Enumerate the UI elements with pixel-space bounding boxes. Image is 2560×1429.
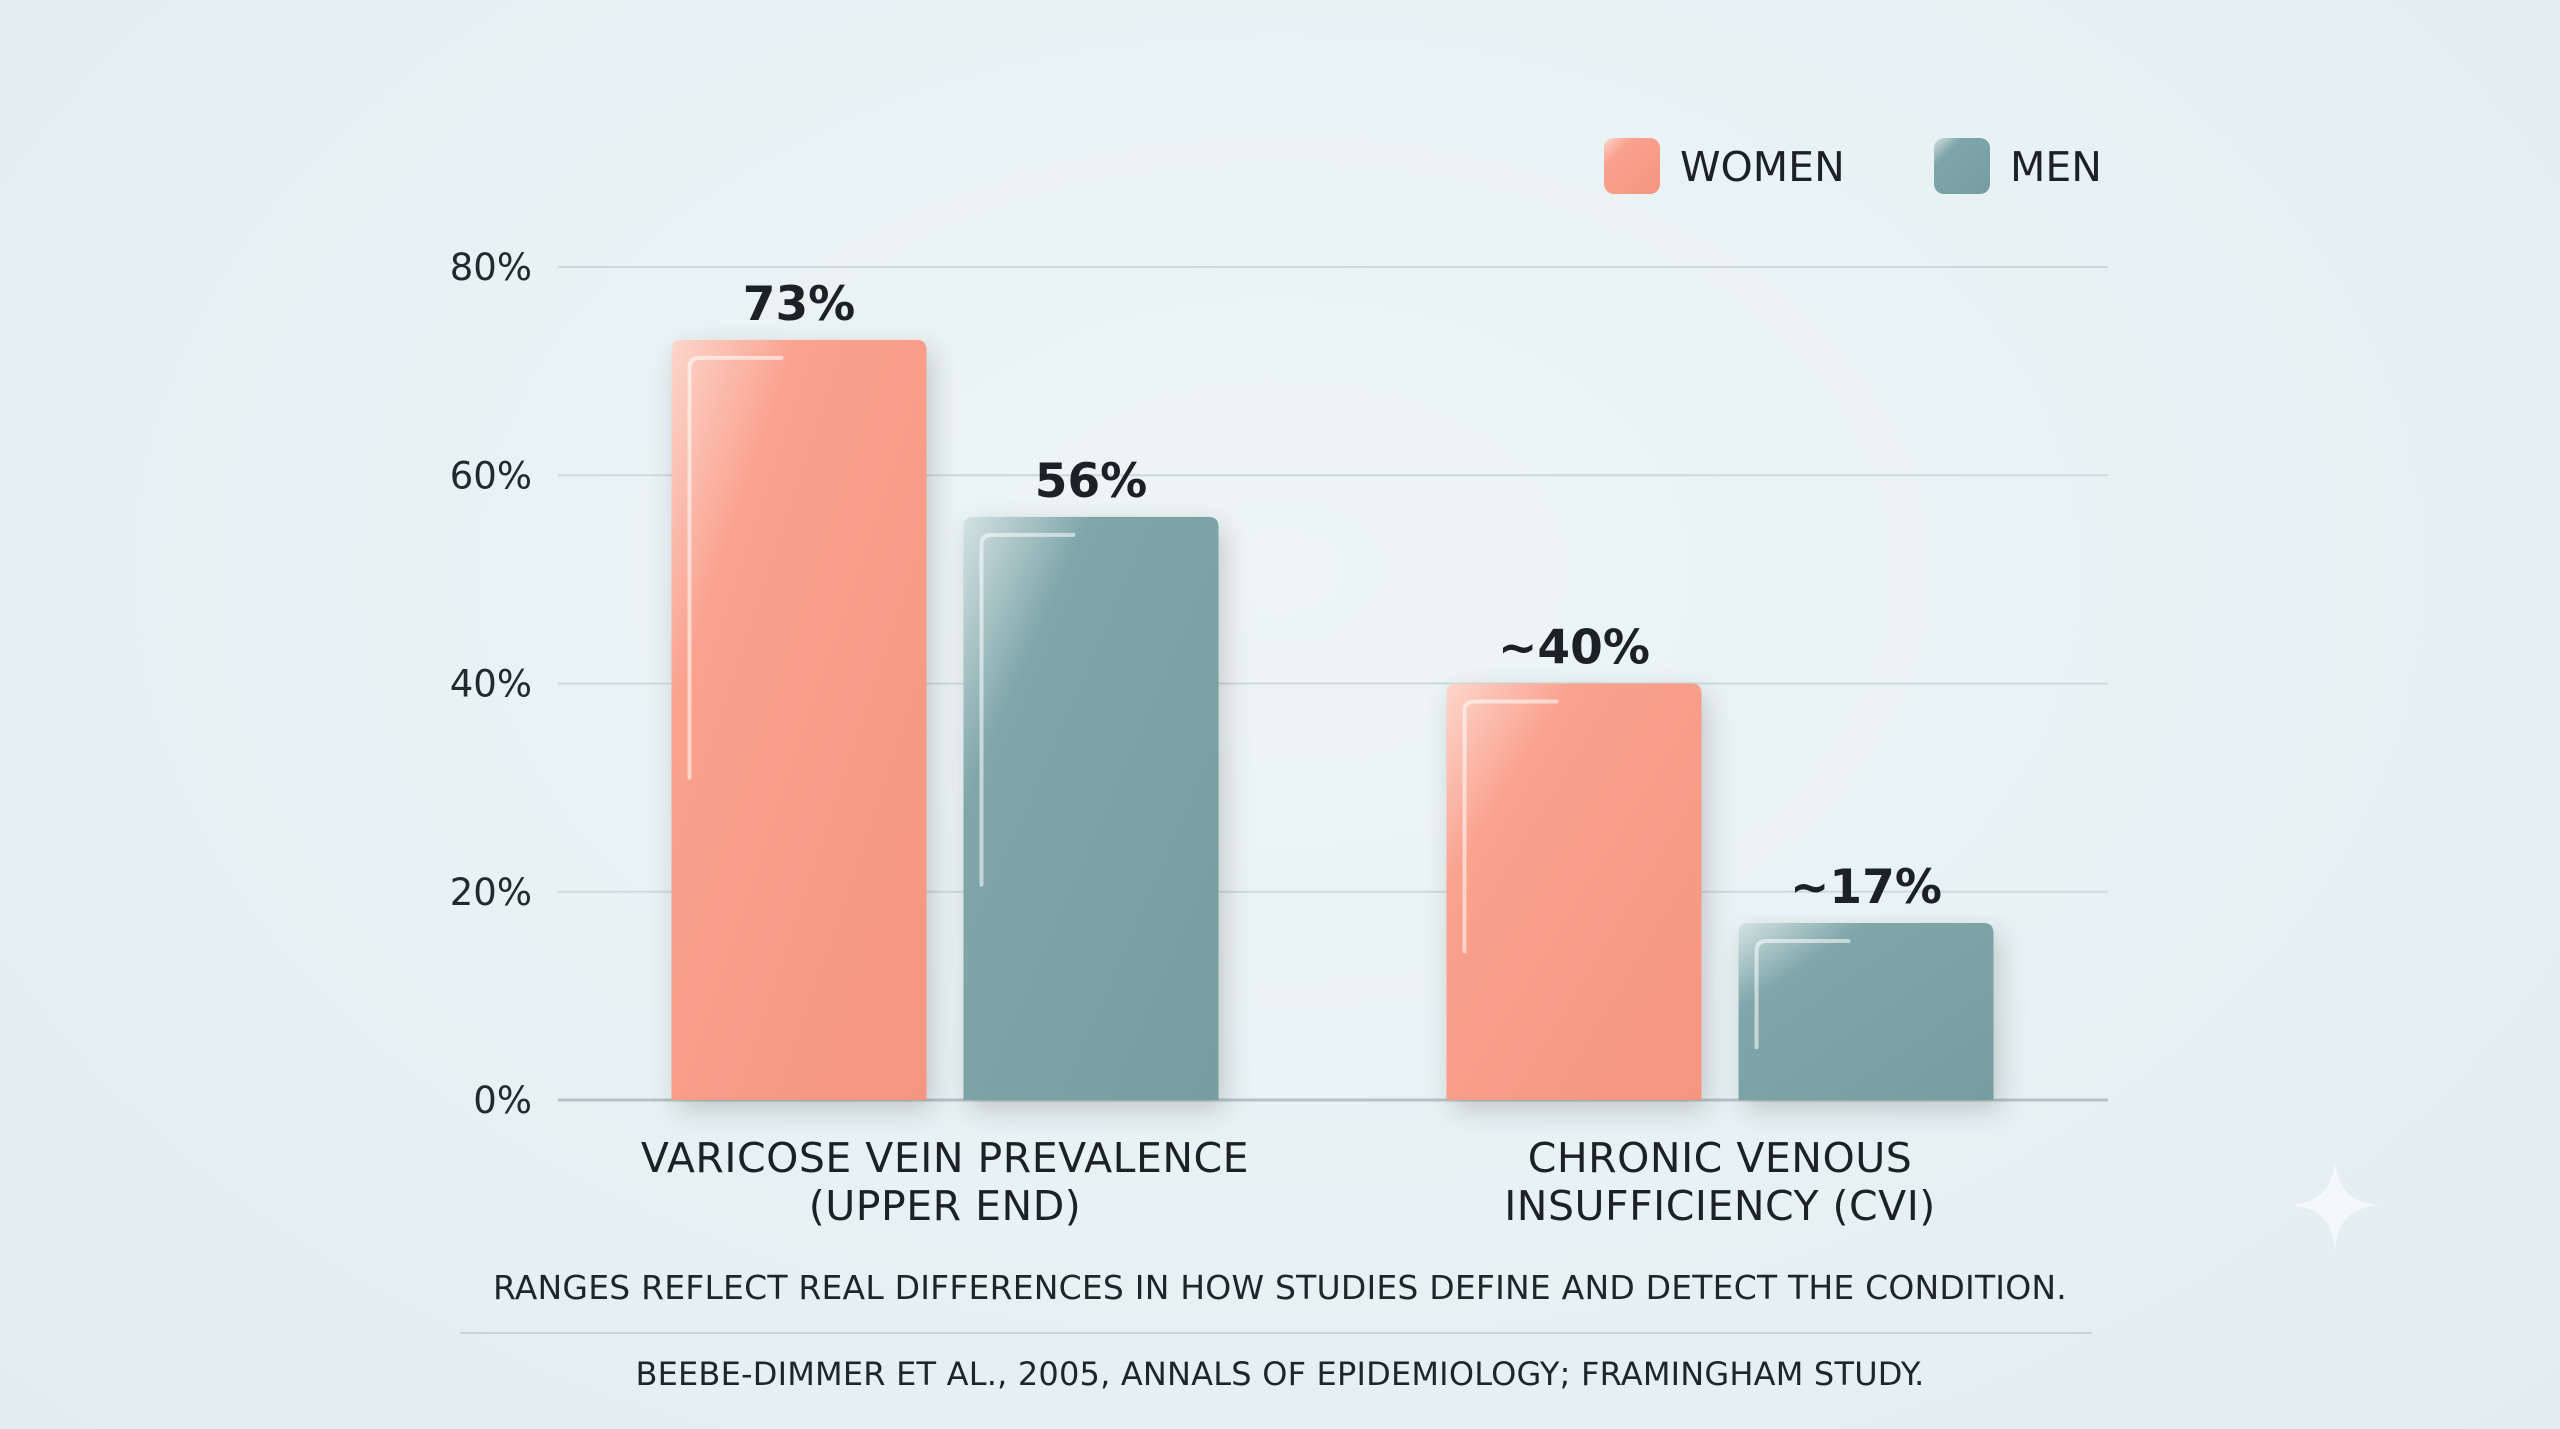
value-labels: 73% ~40% 56% ~17% (743, 277, 1942, 915)
category-label: VARICOSE VEIN PREVALENCE (641, 1134, 1249, 1182)
legend-swatch (1934, 138, 1990, 194)
legend-label: WOMEN (1680, 143, 1845, 191)
bar-women-0 (671, 339, 927, 1100)
y-tick-label: 60% (450, 454, 532, 497)
legend-item-men: MEN (1934, 138, 2102, 194)
bar-rect (1446, 683, 1702, 1100)
bar-rect (1738, 922, 1994, 1100)
bar-men-1 (1738, 922, 1994, 1100)
sparkle-icon (2290, 1160, 2380, 1250)
category-label: (UPPER END) (809, 1182, 1082, 1230)
ranges-note: RANGES REFLECT REAL DIFFERENCES IN HOW S… (492, 1268, 2067, 1307)
bar-rect (963, 516, 1219, 1100)
bar-women-1 (1446, 683, 1702, 1100)
y-axis-ticks: 0% 20% 40% 60% 80% (450, 246, 532, 1122)
category-label: INSUFFICIENCY (CVI) (1504, 1182, 1936, 1230)
source-note: BEEBE-DIMMER ET AL., 2005, ANNALS OF EPI… (635, 1355, 1925, 1393)
value-label: ~17% (1790, 860, 1942, 915)
legend-item-women: WOMEN (1604, 138, 1845, 194)
x-axis-categories: VARICOSE VEIN PREVALENCE(UPPER END) CHRON… (641, 1134, 1936, 1230)
y-tick-label: 80% (450, 246, 532, 289)
value-label: 56% (1035, 454, 1148, 509)
y-tick-label: 20% (450, 871, 532, 914)
category-label: CHRONIC VENOUS (1528, 1134, 1913, 1182)
bars (671, 339, 1994, 1100)
bar-men-0 (963, 516, 1219, 1100)
bar-rect (671, 339, 927, 1100)
bar-highlight (979, 532, 1076, 887)
y-tick-label: 40% (450, 663, 532, 706)
legend-swatch (1604, 138, 1660, 194)
legend-label: MEN (2010, 143, 2102, 191)
bar-highlight (1462, 699, 1559, 954)
legend: WOMEN MEN (1604, 138, 2102, 194)
bar-highlight (687, 355, 784, 780)
y-tick-label: 0% (473, 1079, 532, 1122)
value-label: ~40% (1498, 621, 1650, 676)
note-divider (460, 1332, 2092, 1334)
value-label: 73% (743, 277, 856, 332)
bar-highlight (1754, 938, 1851, 1050)
